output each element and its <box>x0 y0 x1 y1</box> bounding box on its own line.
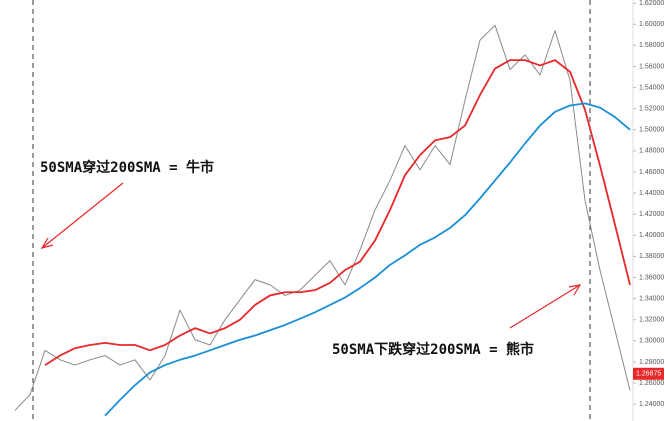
y-tick-label: 1.34000 <box>639 295 664 302</box>
y-tick-label: 1.30000 <box>639 338 664 345</box>
y-tick-label: 1.56000 <box>639 63 664 70</box>
y-tick-label: 1.48000 <box>639 148 664 155</box>
series-line <box>14 24 631 411</box>
arrow <box>509 284 582 329</box>
y-tick-label: 1.36000 <box>639 274 664 281</box>
y-tick-label: 1.42000 <box>639 211 664 218</box>
price-marker <box>633 367 664 380</box>
y-tick-label: 1.24000 <box>639 401 664 408</box>
series-line <box>44 59 631 366</box>
y-tick-label: 1.54000 <box>639 84 664 91</box>
y-tick-label: 1.38000 <box>639 253 664 260</box>
series-line <box>104 102 631 417</box>
y-tick-label: 1.50000 <box>639 127 664 134</box>
annotation: 50SMA下跌穿过200SMA = 熊市 <box>332 341 534 358</box>
y-tick-label: 1.62000 <box>639 0 664 7</box>
y-tick-label: 1.32000 <box>639 317 664 324</box>
price-label: 1.26875 <box>636 371 661 378</box>
y-tick-label: 1.46000 <box>639 169 664 176</box>
y-tick-label: 1.52000 <box>639 106 664 113</box>
annotation: 50SMA穿过200SMA = 牛市 <box>40 159 214 176</box>
y-tick-label: 1.26000 <box>639 380 664 387</box>
y-tick-label: 1.58000 <box>639 42 664 49</box>
y-tick-label: 1.60000 <box>639 21 664 28</box>
y-tick-label: 1.44000 <box>639 190 664 197</box>
y-tick-label: 1.40000 <box>639 232 664 239</box>
arrow <box>40 182 124 249</box>
y-tick-label: 1.28000 <box>639 359 664 366</box>
